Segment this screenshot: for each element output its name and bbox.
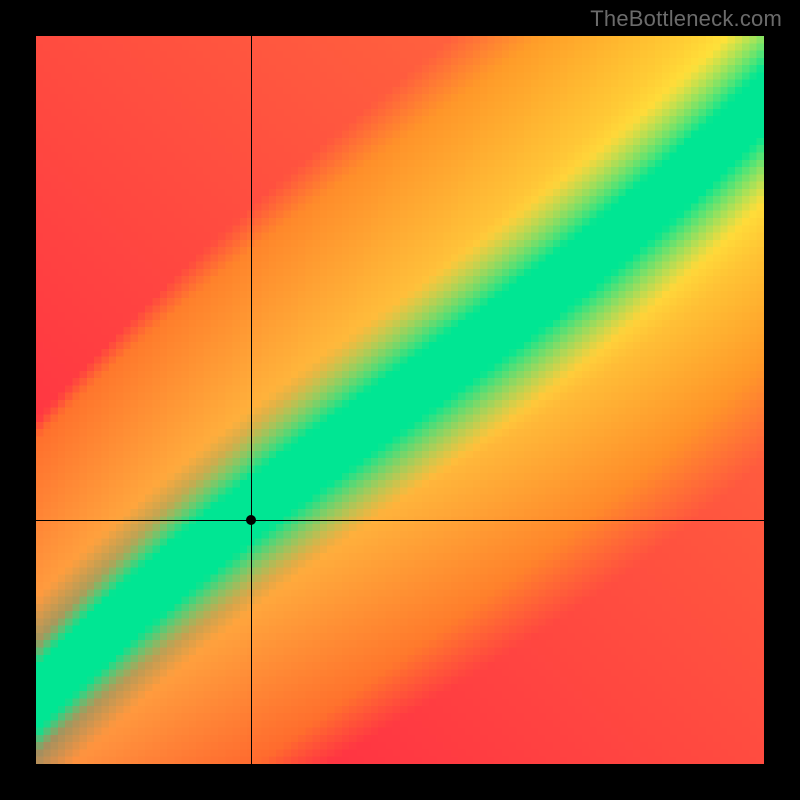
crosshair-horizontal — [36, 520, 764, 521]
crosshair-marker — [246, 515, 256, 525]
crosshair-vertical — [251, 36, 252, 764]
watermark-text: TheBottleneck.com — [590, 6, 782, 32]
bottleneck-heatmap — [36, 36, 764, 764]
chart-container: TheBottleneck.com — [0, 0, 800, 800]
